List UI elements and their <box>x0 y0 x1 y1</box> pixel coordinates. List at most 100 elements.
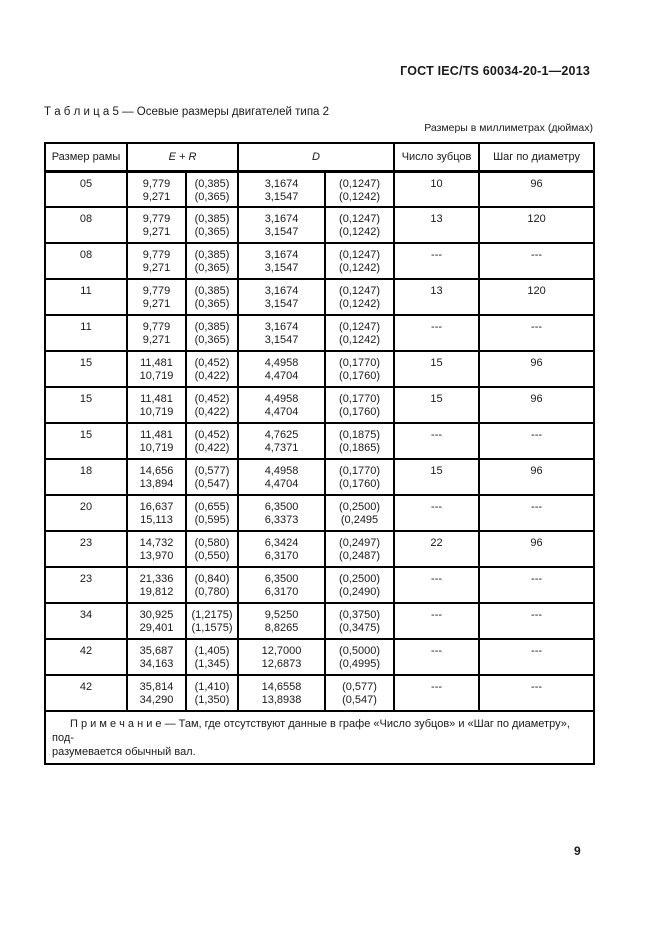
table-row: 15 11,481 10,719 (0,452) (0,422) 4,4958 4,4… <box>44 386 596 424</box>
table-note: П р и м е ч а н и е — Там, где отсутству… <box>43 710 596 765</box>
axial-dimensions-table: Размер рамы E + R D Число зубцов Шаг по … <box>43 142 596 765</box>
table-cell: (0,577) (0,547) <box>184 458 240 496</box>
table-cell: 9,779 9,271 <box>126 206 187 244</box>
standard-number: ГОСТ IEC/TS 60034-20-1—2013 <box>400 64 590 78</box>
table-cell: 15 <box>44 350 128 388</box>
table-row: 08 9,779 9,271 (0,385) (0,365) 3,1674 3,154… <box>44 242 596 280</box>
table-cell: 12,7000 12,6873 <box>237 638 327 676</box>
table-cell: (0,577) (0,547) <box>324 674 396 712</box>
table-cell: (0,385) (0,365) <box>184 170 240 208</box>
table-cell: --- <box>478 674 596 712</box>
table-cell: 15 <box>44 422 128 460</box>
note-row: П р и м е ч а н и е — Там, где отсутству… <box>43 710 596 765</box>
table-cell: 9,779 9,271 <box>126 170 187 208</box>
table-cell: (0,452) (0,422) <box>184 386 240 424</box>
table-cell: 3,1674 3,1547 <box>237 242 327 280</box>
table-cell: (0,655) (0,595) <box>184 494 240 532</box>
table-cell: --- <box>478 314 596 352</box>
table-cell: 4,4958 4,4704 <box>237 386 327 424</box>
table-cell: 16,637 15,113 <box>126 494 187 532</box>
table-cell: 4,4958 4,4704 <box>237 458 327 496</box>
table-row: 15 11,481 10,719 (0,452) (0,422) 4,4958 4,4… <box>44 350 596 388</box>
table-header-row: Размер рамы E + R D Число зубцов Шаг по … <box>44 142 596 173</box>
col-header-e-plus-r: E + R <box>125 142 240 173</box>
table-cell: --- <box>478 566 596 604</box>
table-cell: (0,1247) (0,1242) <box>324 314 396 352</box>
table-cell: --- <box>393 494 481 532</box>
table-cell: 34 <box>44 602 128 640</box>
table-cell: --- <box>393 566 481 604</box>
table-cell: (0,452) (0,422) <box>184 350 240 388</box>
table-cell: --- <box>393 638 481 676</box>
table-cell: 11,481 10,719 <box>126 386 187 424</box>
table-cell: 4,4958 4,4704 <box>237 350 327 388</box>
table-cell: (0,1247) (0,1242) <box>324 242 396 280</box>
table-row: 23 21,336 19,812 (0,840) (0,780) 6,3500 6,3… <box>44 566 596 604</box>
table-row: 11 9,779 9,271 (0,385) (0,365) 3,1674 3,154… <box>44 278 596 316</box>
table-cell: --- <box>478 242 596 280</box>
table-cell: 20 <box>44 494 128 532</box>
table-cell: 11 <box>44 278 128 316</box>
table-cell: 120 <box>478 278 596 316</box>
col-header-teeth-count: Число зубцов <box>393 142 481 173</box>
table-cell: --- <box>393 674 481 712</box>
table-cell: 120 <box>478 206 596 244</box>
col-header-diametral-pitch: Шаг по диаметру <box>478 142 596 173</box>
table-body: 05 9,779 9,271 (0,385) (0,365) 3,1674 3,154… <box>44 170 596 712</box>
table-cell: 3,1674 3,1547 <box>237 314 327 352</box>
table-cell: (0,1875) (0,1865) <box>324 422 396 460</box>
table-cell: 96 <box>478 458 596 496</box>
table-row: 11 9,779 9,271 (0,385) (0,365) 3,1674 3,154… <box>44 314 596 352</box>
table-cell: 6,3500 6,3170 <box>237 566 327 604</box>
table-row: 20 16,637 15,113 (0,655) (0,595) 6,3500 6,3… <box>44 494 596 532</box>
table-cell: --- <box>393 422 481 460</box>
table-cell: (0,385) (0,365) <box>184 314 240 352</box>
table-cell: 3,1674 3,1547 <box>237 278 327 316</box>
table-cell: 23 <box>44 530 128 568</box>
table-cell: (0,1770) (0,1760) <box>324 386 396 424</box>
table-cell: 22 <box>393 530 481 568</box>
table-cell: --- <box>478 422 596 460</box>
table-cell: (0,2497) (0,2487) <box>324 530 396 568</box>
table-cell: (0,2500) (0,2495 <box>324 494 396 532</box>
table-cell: 42 <box>44 674 128 712</box>
table-cell: 3,1674 3,1547 <box>237 170 327 208</box>
table-cell: 96 <box>478 530 596 568</box>
table-cell: (1,410) (1,350) <box>184 674 240 712</box>
table-cell: (0,1247) (0,1242) <box>324 278 396 316</box>
table-cell: --- <box>478 638 596 676</box>
table-row: 15 11,481 10,719 (0,452) (0,422) 4,7625 4,7… <box>44 422 596 460</box>
table-cell: (0,3750) (0,3475) <box>324 602 396 640</box>
units-note: Размеры в миллиметрах (дюймах) <box>424 122 593 134</box>
table-cell: (0,1770) (0,1760) <box>324 458 396 496</box>
table-row: 42 35,687 34,163 (1,405) (1,345) 12,7000 12… <box>44 638 596 676</box>
table-cell: (0,1770) (0,1760) <box>324 350 396 388</box>
table-cell: 15 <box>393 386 481 424</box>
table-cell: (0,385) (0,365) <box>184 242 240 280</box>
table-cell: 42 <box>44 638 128 676</box>
table-cell: 4,7625 4,7371 <box>237 422 327 460</box>
table-cell: 13 <box>393 278 481 316</box>
table-cell: 11 <box>44 314 128 352</box>
table-cell: (0,5000) (0,4995) <box>324 638 396 676</box>
table-cell: 9,779 9,271 <box>126 314 187 352</box>
table-cell: 6,3424 6,3170 <box>237 530 327 568</box>
page-number: 9 <box>574 844 581 858</box>
table-cell: 11,481 10,719 <box>126 350 187 388</box>
table-cell: 35,814 34,290 <box>126 674 187 712</box>
table-cell: --- <box>393 314 481 352</box>
table-cell: 35,687 34,163 <box>126 638 187 676</box>
table-row: 23 14,732 13,970 (0,580) (0,550) 6,3424 6,3… <box>44 530 596 568</box>
table-cell: 14,6558 13,8938 <box>237 674 327 712</box>
table-cell: (0,1247) (0,1242) <box>324 206 396 244</box>
table-cell: (0,840) (0,780) <box>184 566 240 604</box>
table-cell: 15 <box>393 350 481 388</box>
table-row: 05 9,779 9,271 (0,385) (0,365) 3,1674 3,154… <box>44 170 596 208</box>
table-cell: --- <box>478 602 596 640</box>
col-header-frame-size: Размер рамы <box>44 142 128 173</box>
table-cell: 11,481 10,719 <box>126 422 187 460</box>
table-caption: Т а б л и ц а 5 — Осевые размеры двигате… <box>44 106 330 118</box>
table-cell: 96 <box>478 386 596 424</box>
table-cell: (0,385) (0,365) <box>184 206 240 244</box>
